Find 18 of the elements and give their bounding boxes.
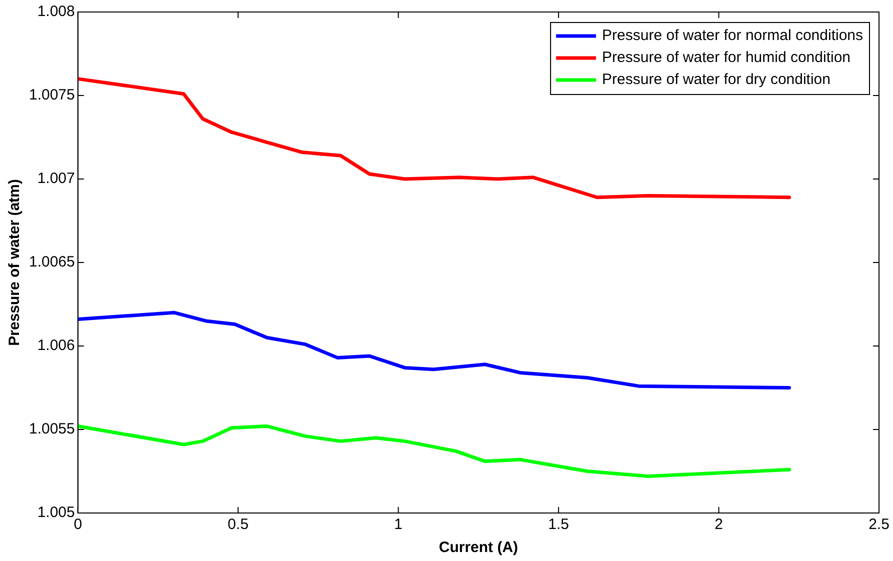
y-tick-label: 1.007	[37, 170, 75, 188]
x-tick-label: 2	[714, 516, 723, 534]
y-tick-label: 1.0065	[28, 254, 75, 271]
x-tick-label: 0.5	[228, 516, 249, 534]
x-tick-label: 1	[394, 516, 402, 534]
y-axis-title: Pressure of water (atm)	[6, 179, 24, 346]
y-tick-label: 1.008	[37, 3, 75, 20]
legend-label: Pressure of water for dry condition	[602, 71, 830, 88]
x-tick-label: 0	[74, 516, 82, 534]
y-tick-label: 1.005	[37, 504, 75, 522]
x-axis-title: Current (A)	[438, 539, 518, 556]
y-tick-label: 1.0055	[28, 420, 75, 438]
x-tick-label: 2.5	[868, 516, 890, 534]
y-tick-label: 1.0075	[28, 86, 75, 104]
y-tick-label: 1.006	[37, 337, 75, 354]
x-tick-label: 1.5	[548, 516, 569, 534]
legend-label: Pressure of water for normal conditions	[602, 27, 864, 44]
legend-label: Pressure of water for humid condition	[602, 49, 851, 66]
